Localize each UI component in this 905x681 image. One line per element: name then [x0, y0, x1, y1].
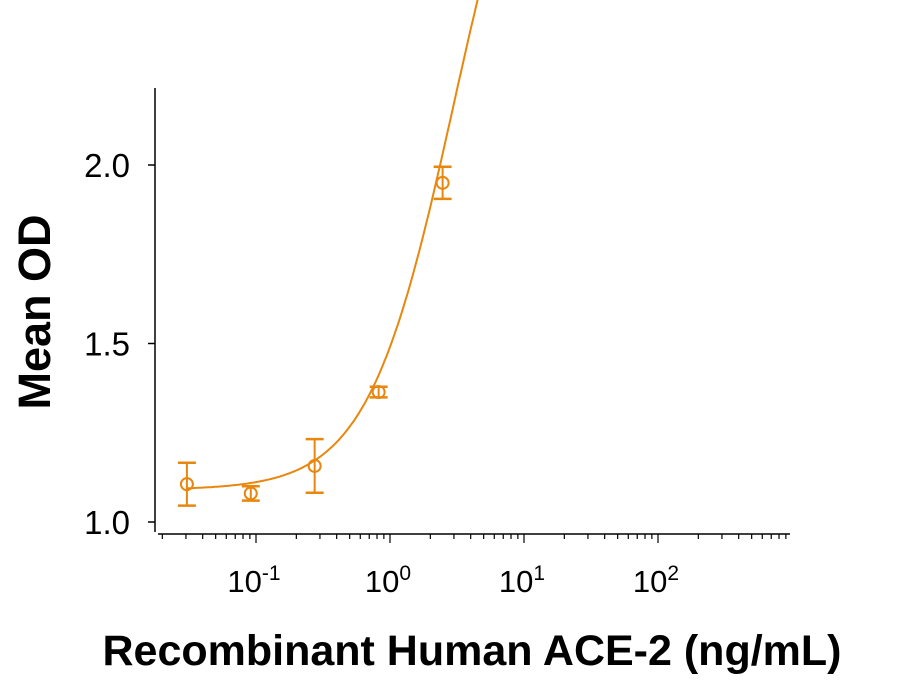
- x-tick-base: 10: [633, 564, 667, 599]
- x-tick-base: 10: [227, 564, 261, 599]
- data-point: [369, 385, 388, 400]
- y-axis-label: Mean OD: [9, 214, 60, 409]
- data-point: [433, 165, 452, 201]
- point-marker: [179, 477, 194, 492]
- y-tick-label: 1.0: [84, 504, 130, 541]
- x-tick-label: 100: [365, 562, 411, 599]
- x-tick-label: 101: [499, 562, 545, 599]
- fit-curve: [186, 0, 479, 490]
- point-marker: [435, 175, 450, 190]
- x-tick-exponent: 0: [399, 562, 411, 585]
- data-point: [305, 437, 324, 494]
- y-tick-label: 1.5: [84, 326, 130, 363]
- x-tick-label: 10-1: [227, 562, 280, 599]
- x-tick-base: 10: [365, 564, 399, 599]
- data-point: [177, 461, 196, 507]
- y-ticks: 1.01.52.02.53.0: [84, 0, 155, 541]
- x-tick-label: 102: [633, 562, 679, 599]
- data-point: [241, 485, 260, 502]
- axes: [154, 88, 790, 535]
- x-axis-label: Recombinant Human ACE-2 (ng/mL): [103, 627, 842, 675]
- x-tick-exponent: 1: [533, 562, 545, 585]
- y-tick-label: 2.5: [84, 0, 130, 6]
- fit-curve-group: [186, 0, 479, 490]
- data-points: [177, 165, 452, 507]
- point-marker: [371, 385, 386, 400]
- y-tick-label: 2.0: [84, 147, 130, 184]
- point-marker: [243, 486, 258, 501]
- x-tick-base: 10: [499, 564, 533, 599]
- x-tick-exponent: 2: [667, 562, 679, 585]
- point-marker: [307, 458, 322, 473]
- x-ticks: 10-1 100 101 102: [161, 534, 787, 599]
- x-tick-exponent: -1: [262, 562, 281, 585]
